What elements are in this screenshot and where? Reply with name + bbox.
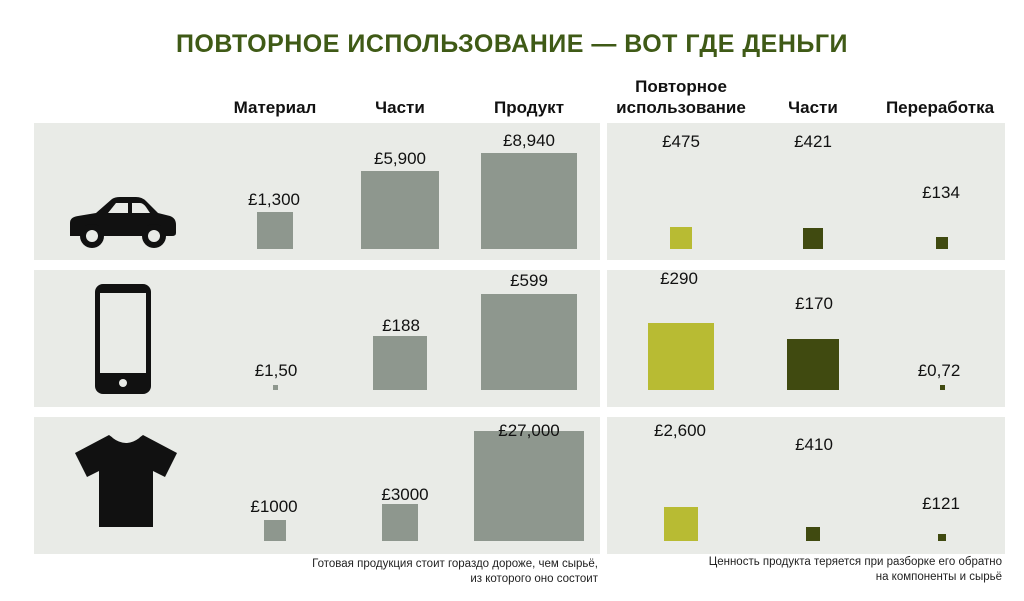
bar	[381, 504, 419, 541]
chart-title: ПОВТОРНОЕ ИСПОЛЬЗОВАНИЕ — ВОТ ГДЕ ДЕНЬГИ	[175, 30, 849, 58]
bar	[663, 506, 699, 541]
bar	[361, 171, 439, 249]
value-label: £1,300	[248, 190, 300, 209]
column-header-product: Продукт	[493, 98, 565, 117]
value-label: £170	[795, 294, 833, 313]
value-label: £475	[662, 132, 700, 151]
value-label: £188	[382, 316, 420, 335]
column-header-reuse: Повторное использование	[616, 77, 746, 117]
bar	[802, 228, 824, 249]
car-icon	[70, 197, 176, 248]
bar	[669, 226, 693, 249]
value-label: £121	[922, 494, 960, 513]
column-header-recycling: Переработка	[885, 98, 995, 117]
value-label: £1000	[250, 497, 298, 516]
bar	[806, 527, 820, 541]
value-label: £290	[660, 269, 698, 288]
value-label: £5,900	[374, 149, 426, 168]
bar	[373, 336, 427, 390]
value-label: £27,000	[498, 421, 560, 440]
value-label: £1,50	[254, 361, 298, 380]
value-label: £0,72	[917, 361, 961, 380]
column-header-material: Материал	[233, 98, 317, 117]
bar	[787, 338, 839, 390]
value-label: £421	[794, 132, 832, 151]
value-label: £134	[922, 183, 960, 202]
value-label: £2,600	[654, 421, 706, 440]
bar	[936, 237, 948, 249]
bar	[272, 385, 278, 390]
bar	[939, 385, 945, 390]
bar	[481, 153, 577, 249]
value-label: £599	[510, 271, 548, 290]
column-header-parts-2: Части	[788, 98, 838, 117]
right-note: Ценность продукта теряется при разборке …	[708, 556, 1002, 583]
bar	[481, 294, 577, 390]
value-label: £8,940	[503, 131, 555, 150]
tshirt-icon	[75, 435, 177, 527]
value-label: £410	[795, 435, 833, 454]
bar	[647, 323, 715, 390]
bar	[264, 519, 286, 541]
value-label: £3000	[381, 485, 429, 504]
bar	[256, 212, 294, 249]
bar	[474, 431, 584, 541]
smartphone-icon	[95, 284, 151, 394]
column-header-parts: Части	[375, 98, 425, 117]
bar	[938, 533, 946, 541]
left-note: Готовая продукция стоит гораздо дороже, …	[312, 558, 598, 585]
